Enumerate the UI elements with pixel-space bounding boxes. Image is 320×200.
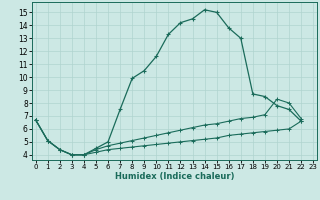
X-axis label: Humidex (Indice chaleur): Humidex (Indice chaleur) [115,172,234,181]
